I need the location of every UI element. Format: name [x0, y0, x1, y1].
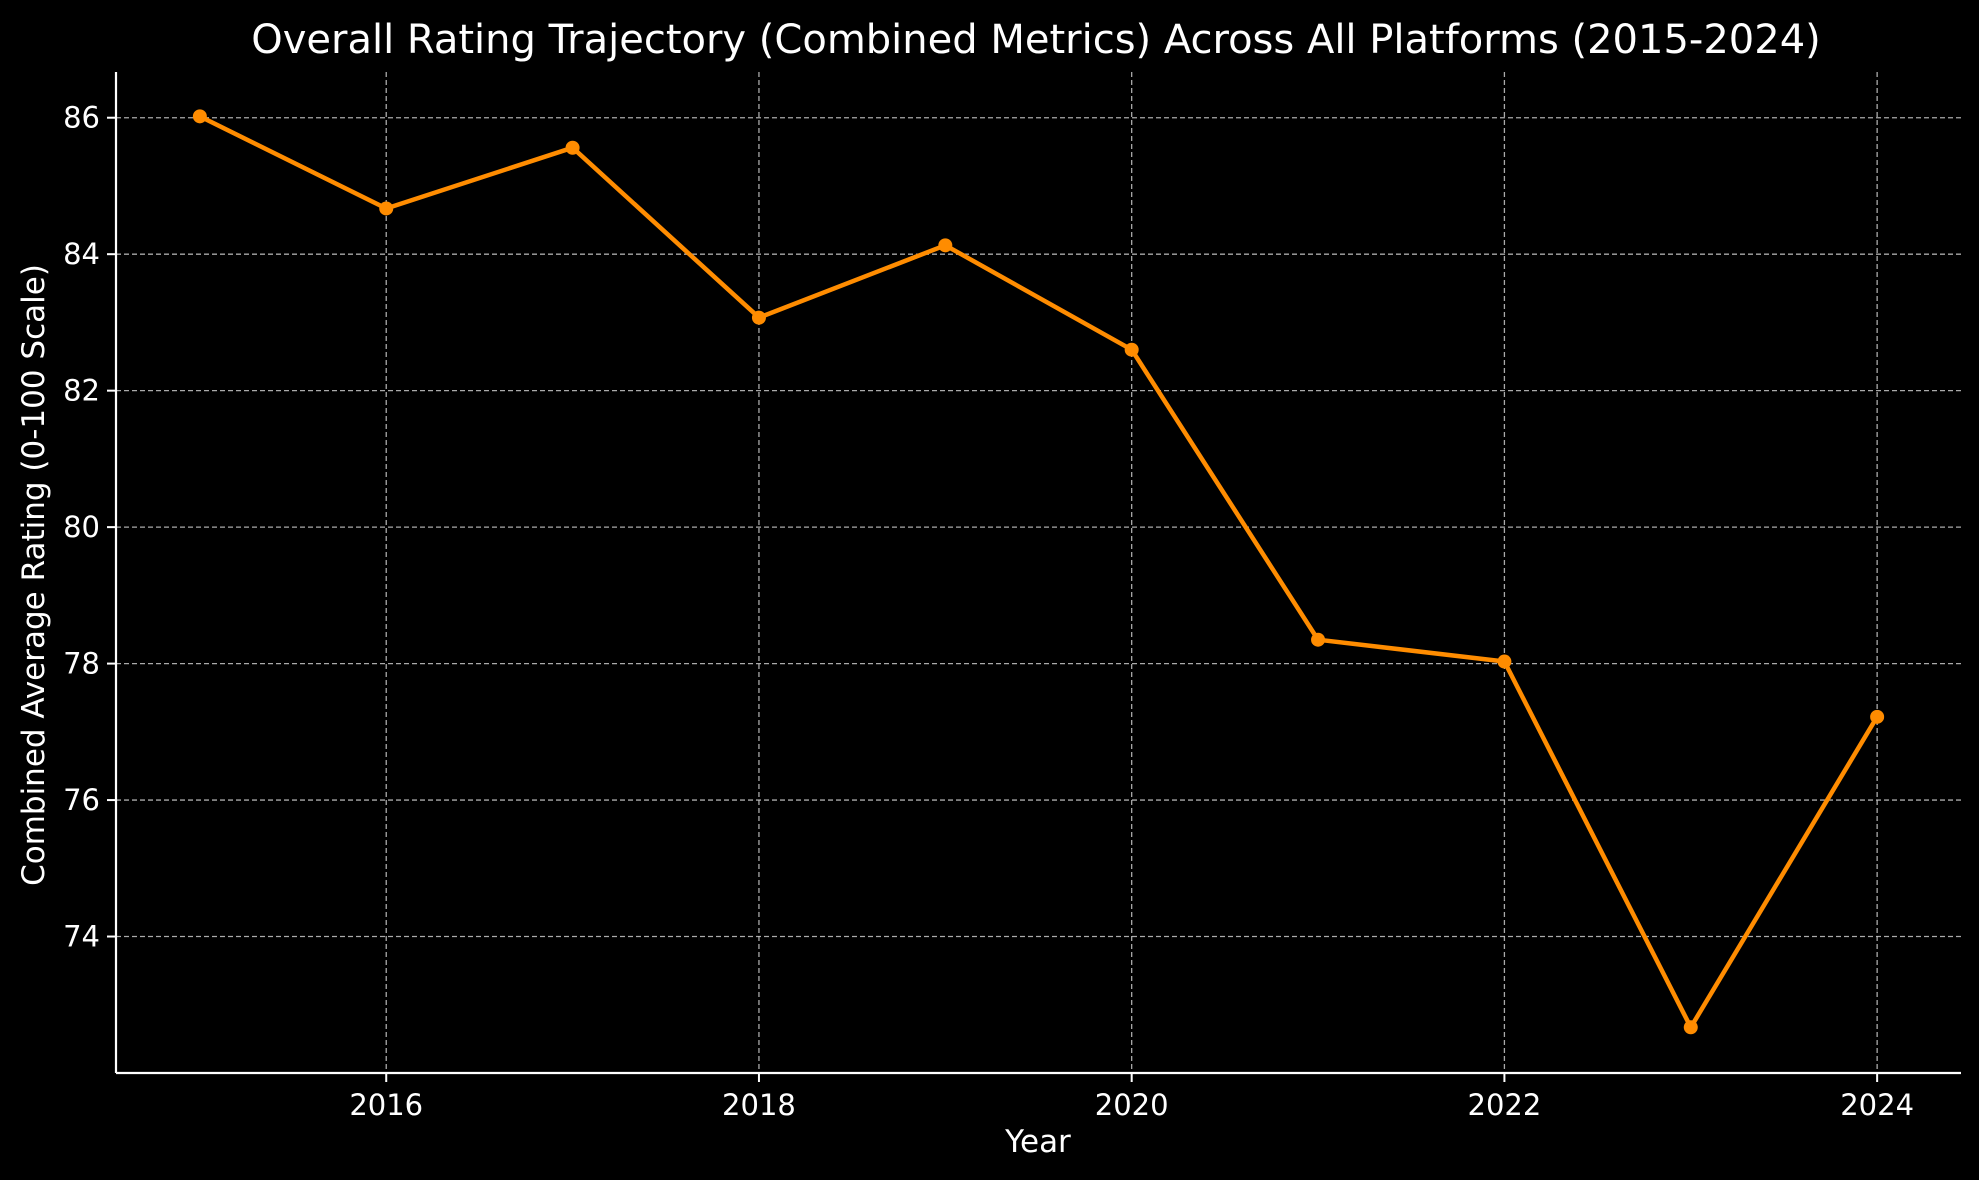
- data-point: [1870, 709, 1885, 724]
- x-tick-label: 2024: [1840, 1088, 1914, 1122]
- y-tick-label: 86: [63, 101, 100, 135]
- x-tick-label: 2020: [1095, 1088, 1169, 1122]
- series-line: [197, 114, 1880, 1030]
- data-point: [1497, 654, 1512, 669]
- y-tick-label: 78: [63, 647, 100, 681]
- data-point: [1311, 632, 1326, 647]
- data-point: [379, 201, 394, 216]
- x-tick-label: 2016: [349, 1088, 423, 1122]
- y-tick-label: 76: [63, 783, 100, 817]
- y-tick-label: 80: [63, 510, 100, 544]
- data-point: [192, 109, 207, 124]
- y-tick-label: 74: [63, 920, 100, 954]
- grid-lines: [116, 72, 1961, 1073]
- y-axis-label: Combined Average Rating (0-100 Scale): [16, 264, 52, 886]
- x-axis-ticks: 2016 2018 2020 2022 2024: [349, 1073, 1914, 1122]
- data-point: [1683, 1020, 1698, 1035]
- data-point: [1124, 342, 1139, 357]
- x-tick-label: 2022: [1468, 1088, 1542, 1122]
- y-axis-ticks: 74 76 78 80 82 84 86: [63, 101, 116, 954]
- x-tick-label: 2018: [722, 1088, 796, 1122]
- axes-spines: [114, 72, 1961, 1075]
- series-rating: [192, 109, 1885, 1035]
- data-point: [938, 238, 953, 253]
- data-point: [751, 310, 766, 325]
- x-axis-label: Year: [1004, 1124, 1071, 1160]
- data-point: [565, 140, 580, 155]
- chart-title: Overall Rating Trajectory (Combined Metr…: [251, 17, 1821, 63]
- y-tick-label: 84: [63, 237, 100, 271]
- y-tick-label: 82: [63, 374, 100, 408]
